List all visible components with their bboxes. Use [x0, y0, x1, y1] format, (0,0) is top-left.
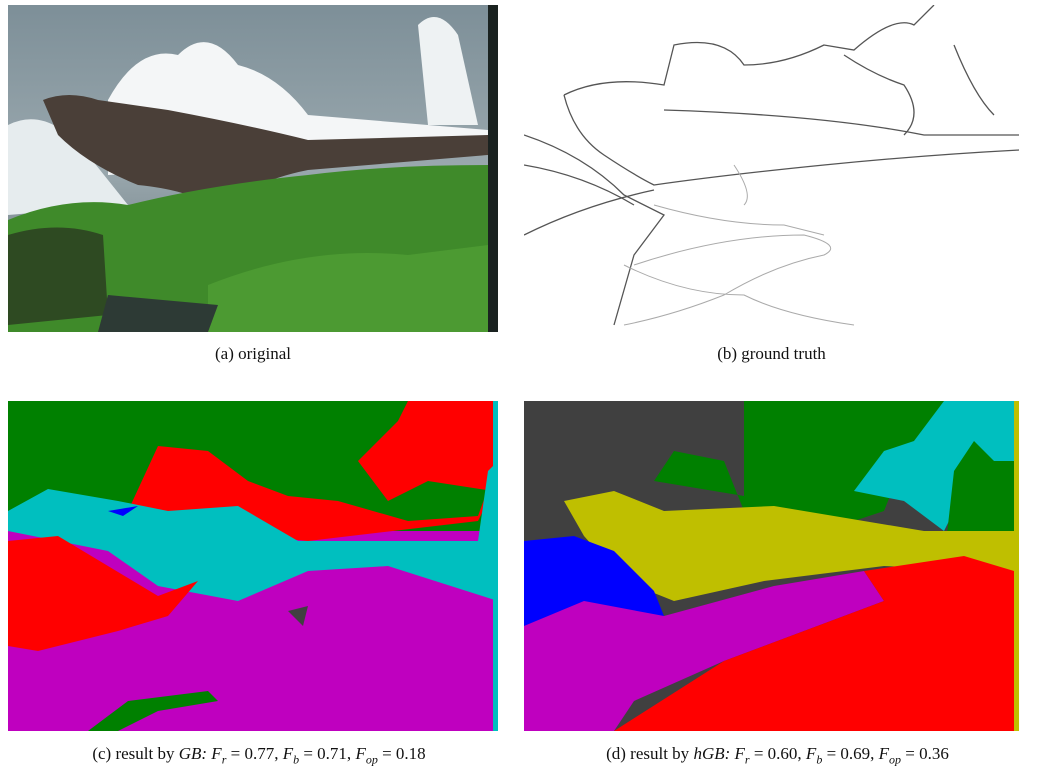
- metric-value: = 0.69,: [826, 744, 875, 763]
- method-name: GB:: [178, 744, 208, 763]
- caption: (a) original: [8, 344, 498, 364]
- caption: (c) result by GB: Fr = 0.77, Fb = 0.71, …: [0, 744, 518, 767]
- metric-subscript: op: [889, 752, 902, 767]
- metric-value: = 0.36: [905, 744, 949, 763]
- caption-label: (d) result by: [606, 744, 690, 763]
- caption: (d) result by hGB: Fr = 0.60, Fb = 0.69,…: [518, 744, 1037, 767]
- metric-subscript: r: [744, 752, 750, 767]
- original-image: [8, 5, 498, 332]
- metric-symbol: F: [805, 744, 817, 763]
- metric-symbol: F: [211, 744, 222, 763]
- metric-symbol: F: [878, 744, 890, 763]
- metric-subscript: op: [365, 752, 378, 767]
- caption-label: (a) original: [215, 344, 291, 363]
- method-name: hGB:: [693, 744, 731, 763]
- metric-value: = 0.60,: [753, 744, 802, 763]
- hgb-segmentation-image: [524, 401, 1019, 731]
- metric-symbol: F: [355, 744, 366, 763]
- metric-symbol: F: [282, 744, 294, 763]
- ground-truth-image: [524, 5, 1019, 332]
- metric-subscript: r: [221, 752, 227, 767]
- metric-subscript: b: [816, 752, 823, 767]
- metric-value: = 0.77,: [230, 744, 279, 763]
- metric-subscript: b: [293, 752, 300, 767]
- caption: (b) ground truth: [524, 344, 1019, 364]
- metric-value: = 0.71,: [303, 744, 352, 763]
- metric-symbol: F: [734, 744, 745, 763]
- gb-segmentation-image: [8, 401, 498, 731]
- metric-value: = 0.18: [382, 744, 426, 763]
- caption-label: (c) result by: [92, 744, 175, 763]
- caption-label: (b) ground truth: [717, 344, 826, 363]
